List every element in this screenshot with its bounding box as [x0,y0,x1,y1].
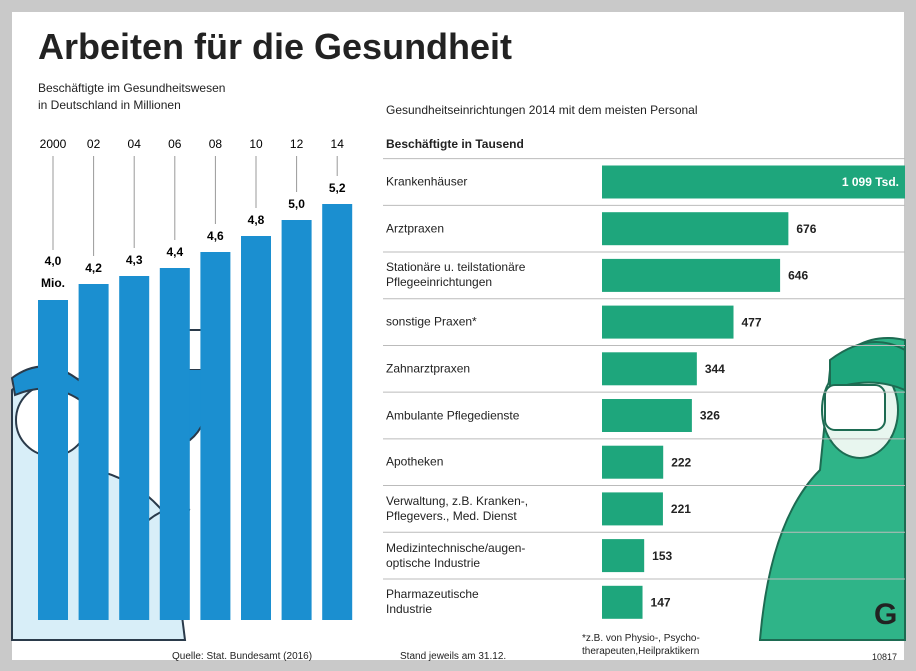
category-label: Apotheken [386,455,443,470]
x-tick-label: 06 [168,137,182,151]
axis-label: Beschäftigte in Tausend [386,137,524,151]
value-label: 222 [671,455,691,469]
value-label: 4,4 [166,245,183,259]
annotation: Mio. [41,276,65,290]
value-label: 5,2 [329,181,346,195]
note: *z.B. von Physio-, Psycho- therapeuten,H… [582,632,700,658]
bar [602,212,788,245]
value-label: 344 [705,362,725,376]
value-label: 646 [788,269,808,283]
category-label: Krankenhäuser [386,175,467,190]
category-label: Ambulante Pflegedienste [386,408,519,423]
x-tick-label: 08 [209,137,223,151]
bar [602,446,663,479]
bar [602,306,734,339]
value-label: 676 [796,222,816,236]
category-label: Verwaltung, z.B. Kranken-, Pflegevers., … [386,494,528,524]
bar [602,586,643,619]
bar [160,268,190,620]
bar [602,352,697,385]
category-label: Arztpraxen [386,221,444,236]
infographic: 2000 4,0 02 4,2 04 4,3 06 4,4 08 4,6 10 4,8 12 5,0 14 5… [0,0,916,671]
bar [602,259,780,292]
bar [241,236,271,620]
logo: G [874,598,897,632]
bar [79,284,109,620]
value-label: 4,3 [126,253,143,267]
value-label: 147 [651,595,671,609]
value-label: 4,6 [207,229,224,243]
value-label: 5,0 [288,197,305,211]
subtitle: Gesundheitseinrichtungen 2014 mit dem me… [386,103,698,117]
category-label: Stationäre u. teilstationäre Pflegeeinri… [386,260,525,290]
value-label: 1 099 Tsd. [842,175,899,189]
illustration-surgeon [760,338,905,640]
value-label: 4,0 [45,254,62,268]
x-tick-label: 14 [331,137,345,151]
value-label: 477 [742,315,762,329]
category-label: sonstige Praxen* [386,315,477,330]
x-tick-label: 02 [87,137,101,151]
x-tick-label: 12 [290,137,304,151]
subtitle: Beschäftigte im Gesundheitswesen in Deut… [38,80,225,114]
bar [602,399,692,432]
bar [602,492,663,525]
value-label: 221 [671,502,691,516]
bar [322,204,352,620]
category-label: Medizintechnische/augen- optische Indust… [386,541,525,571]
value-label: 153 [652,549,672,563]
graphic-id: 10817 [872,652,897,662]
value-label: 4,8 [248,213,265,227]
bar [602,539,644,572]
bar [38,300,68,620]
x-tick-label: 04 [128,137,142,151]
bar [282,220,312,620]
category-label: Pharmazeutische Industrie [386,587,479,617]
title: Arbeiten für die Gesundheit [38,26,512,68]
date: Stand jeweils am 31.12. [400,651,506,662]
bar [119,276,149,620]
bar [200,252,230,620]
x-tick-label: 10 [249,137,263,151]
category-label: Zahnarztpraxen [386,361,470,376]
source: Quelle: Stat. Bundesamt (2016) [172,651,312,662]
value-label: 4,2 [85,261,102,275]
x-tick-label: 2000 [40,137,67,151]
value-label: 326 [700,409,720,423]
